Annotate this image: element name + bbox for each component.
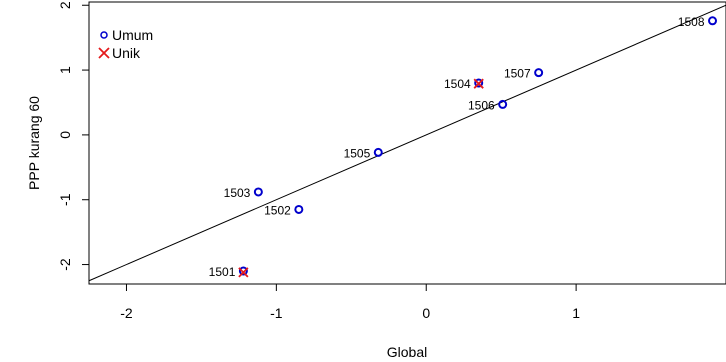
point-label-1503: 1503 (224, 186, 251, 200)
x-tick-label: -1 (270, 305, 283, 321)
plot-frame (88, 1, 726, 285)
point-umum-1502 (294, 204, 304, 214)
point-umum-1505 (373, 147, 383, 157)
point-umum-1501 (238, 266, 248, 276)
legend-x-icon (98, 47, 110, 59)
point-label-1501: 1501 (209, 265, 236, 279)
y-axis-label: PPP kurang 60 (26, 96, 42, 190)
point-umum-1508 (708, 16, 718, 26)
legend-circle-icon (100, 31, 108, 39)
point-label-1508: 1508 (678, 15, 705, 29)
point-label-1504: 1504 (444, 77, 471, 91)
y-tick-label: -1 (57, 193, 73, 206)
legend-label-unik: Unik (112, 45, 141, 61)
x-tick-label: 1 (572, 305, 580, 321)
point-umum-1504 (474, 78, 484, 88)
x-tick-label: 0 (422, 305, 430, 321)
y-tick-label: 1 (57, 66, 73, 74)
reference-line (88, 4, 726, 282)
y-tick-label: 0 (57, 131, 73, 139)
point-umum-1507 (534, 68, 544, 78)
y-tick-label: 2 (57, 1, 73, 9)
point-unik-1501 (238, 267, 249, 278)
point-label-1507: 1507 (504, 67, 531, 81)
point-label-1502: 1502 (264, 203, 291, 217)
point-umum-1503 (253, 187, 263, 197)
point-label-1505: 1505 (344, 146, 371, 160)
x-axis-label: Global (387, 344, 427, 360)
y-tick-label: -2 (57, 258, 73, 271)
legend-label-umum: Umum (112, 27, 153, 43)
point-label-1506: 1506 (468, 98, 495, 112)
point-unik-1504 (473, 78, 484, 89)
x-tick-label: -2 (120, 305, 133, 321)
point-umum-1506 (498, 99, 508, 109)
